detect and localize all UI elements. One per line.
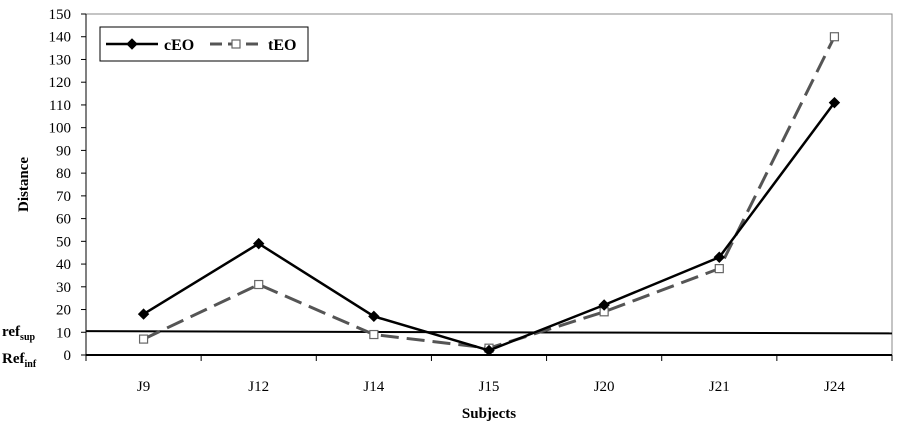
y-axis-ticks: 0 10 20 30 40 50 60 70 80 90 100 110 120 130 140 150 [49, 7, 86, 364]
y-tick-label: 120 [49, 75, 72, 91]
series-line [142, 36, 836, 350]
reference-line-label: refsup [2, 324, 36, 343]
x-tick-label: J14 [363, 379, 384, 395]
data-point-marker [829, 32, 840, 42]
data-point-marker [828, 96, 841, 109]
data-point-marker [714, 264, 724, 274]
data-point-marker [598, 299, 610, 311]
data-point-marker [138, 334, 149, 344]
series-tEO [138, 32, 840, 353]
x-axis-title: Subjects [462, 406, 516, 422]
y-tick-label: 110 [49, 98, 71, 114]
reference-line-label: Refinf [2, 351, 37, 370]
y-tick-label: 60 [56, 212, 71, 228]
data-point-marker [253, 237, 265, 250]
data-point-marker [483, 344, 495, 357]
y-tick-label: 50 [56, 234, 71, 250]
series-line [142, 101, 836, 352]
x-tick-label: J20 [594, 379, 615, 395]
legend-label: cEO [164, 37, 194, 54]
legend-label: tEO [268, 37, 296, 54]
y-tick-label: 70 [56, 189, 71, 205]
y-axis-title: Distance [16, 157, 32, 212]
reference-line [85, 330, 893, 335]
data-point-marker [713, 251, 725, 263]
y-tick-label: 20 [56, 303, 71, 319]
y-tick-label: 100 [49, 121, 72, 137]
y-tick-label: 0 [64, 348, 72, 364]
y-tick-label: 130 [49, 52, 72, 68]
x-tick-label: J12 [248, 379, 269, 395]
plot-frame [85, 13, 893, 356]
x-tick-label: J15 [479, 379, 500, 395]
x-tick-label: J24 [824, 379, 845, 395]
y-tick-label: 140 [49, 30, 72, 46]
data-point-marker [126, 38, 138, 50]
series-cEO [137, 96, 841, 357]
x-axis-ticks: J9 J12 J14 J15 J20 J21 J24 [85, 355, 893, 395]
y-tick-label: 80 [56, 166, 71, 182]
data-point-marker [368, 310, 380, 323]
legend-entry-cEO: cEO [106, 37, 194, 54]
y-tick-label: 150 [49, 7, 72, 23]
x-tick-label: J21 [709, 379, 730, 395]
data-point-marker [369, 329, 379, 340]
data-point-marker [137, 308, 150, 320]
data-point-marker [254, 279, 264, 290]
data-point-marker [231, 39, 241, 49]
y-tick-label: 90 [56, 143, 71, 159]
series-layer [137, 32, 841, 357]
x-tick-label: J9 [137, 379, 150, 395]
legend: cEO tEO [99, 26, 309, 62]
y-tick-label: 10 [56, 325, 71, 341]
legend-entry-tEO: tEO [210, 37, 296, 54]
y-tick-label: 30 [56, 280, 71, 296]
reference-lines: refsup Refinf [2, 324, 893, 370]
y-tick-label: 40 [56, 257, 71, 273]
plot-area-border [85, 13, 893, 356]
